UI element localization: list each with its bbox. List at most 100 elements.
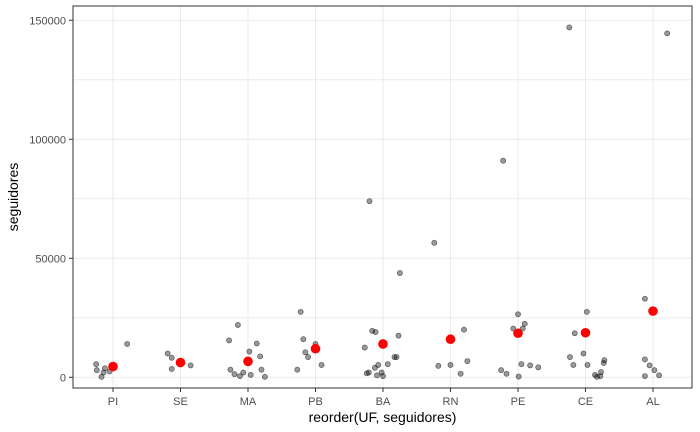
- data-point: [246, 348, 253, 355]
- data-point: [521, 320, 528, 327]
- data-point: [100, 369, 107, 376]
- data-point: [300, 336, 307, 343]
- data-point: [374, 372, 380, 379]
- data-point: [305, 354, 311, 360]
- data-point: [294, 366, 301, 373]
- data-point: [240, 369, 247, 376]
- mean-point: [580, 327, 591, 338]
- data-point: [580, 350, 587, 357]
- y-tick-label: 150000: [29, 15, 66, 27]
- data-point: [384, 361, 391, 368]
- data-point: [646, 362, 653, 369]
- data-point: [395, 332, 402, 339]
- mean-point: [175, 357, 186, 368]
- data-point: [372, 329, 379, 335]
- data-point: [187, 362, 194, 369]
- data-point: [234, 322, 241, 328]
- data-point: [664, 30, 671, 37]
- data-point: [380, 373, 386, 379]
- data-point: [498, 367, 505, 374]
- data-point: [515, 311, 521, 318]
- data-point: [642, 356, 648, 363]
- x-tick-label: AL: [646, 396, 659, 408]
- data-point: [457, 370, 464, 377]
- data-point: [93, 361, 100, 368]
- data-point: [642, 373, 648, 379]
- data-point: [656, 372, 662, 379]
- data-point: [253, 340, 260, 347]
- y-tick-label: 0: [60, 372, 66, 384]
- data-point: [93, 367, 100, 374]
- data-point: [393, 354, 400, 360]
- data-point: [566, 24, 573, 31]
- data-point: [503, 370, 510, 377]
- data-point: [258, 366, 265, 373]
- data-point: [435, 362, 442, 369]
- data-point: [584, 362, 591, 368]
- data-point: [297, 308, 304, 315]
- data-point: [601, 357, 608, 364]
- data-point: [102, 365, 108, 372]
- data-point: [366, 198, 373, 205]
- mean-points: [108, 306, 658, 372]
- data-point: [431, 239, 438, 246]
- mean-point: [513, 328, 523, 339]
- data-point: [261, 373, 268, 380]
- data-point: [464, 358, 471, 365]
- data-point: [527, 362, 534, 369]
- data-point: [447, 362, 454, 368]
- data-point: [571, 330, 578, 337]
- mean-point: [108, 361, 118, 372]
- data-point: [651, 367, 658, 374]
- data-point: [168, 354, 175, 361]
- data-point: [168, 366, 175, 372]
- data-point: [518, 361, 525, 368]
- x-tick-label: MA: [240, 396, 257, 408]
- data-point: [231, 371, 238, 378]
- data-point: [515, 373, 522, 380]
- mean-point: [445, 334, 456, 345]
- data-point: [378, 369, 385, 376]
- data-point: [227, 366, 234, 373]
- x-tick-label: PI: [108, 396, 118, 408]
- data-point: [365, 369, 372, 376]
- mean-point: [243, 356, 253, 367]
- data-point: [598, 369, 604, 375]
- data-point: [519, 325, 526, 332]
- data-point: [236, 373, 243, 379]
- data-point: [570, 362, 577, 368]
- y-axis-title: seguidores: [5, 163, 21, 232]
- x-tick-label: BA: [376, 396, 391, 408]
- data-point: [124, 341, 131, 347]
- data-point: [396, 270, 403, 276]
- x-tick-label: RN: [443, 396, 459, 408]
- data-point: [257, 353, 264, 360]
- axes: 0 50000 100000 150000 PI SE MA PB BA RN PE CE AL: [29, 15, 659, 408]
- data-point: [318, 362, 325, 368]
- grid: [73, 6, 692, 388]
- data-point: [567, 354, 573, 360]
- data-point: [375, 362, 382, 368]
- x-axis-title: reorder(UF, seguidores): [309, 409, 457, 425]
- data-point: [510, 325, 517, 332]
- mean-point: [310, 343, 321, 354]
- data-point: [583, 308, 590, 315]
- data-point: [500, 157, 507, 164]
- data-point: [247, 372, 254, 378]
- data-point: [369, 327, 376, 334]
- data-point: [642, 295, 648, 302]
- x-tick-label: SE: [173, 396, 188, 408]
- mean-point: [648, 306, 658, 316]
- data-point: [461, 326, 467, 333]
- x-tick-label: PE: [511, 396, 526, 408]
- x-tick-label: PB: [308, 396, 323, 408]
- data-point: [391, 354, 398, 360]
- data-point: [361, 344, 368, 351]
- x-tick-label: CE: [578, 396, 593, 408]
- data-point: [164, 350, 171, 357]
- data-point: [302, 349, 309, 356]
- y-tick-label: 100000: [29, 134, 66, 146]
- mean-point: [378, 339, 388, 349]
- observation-points: [93, 24, 671, 380]
